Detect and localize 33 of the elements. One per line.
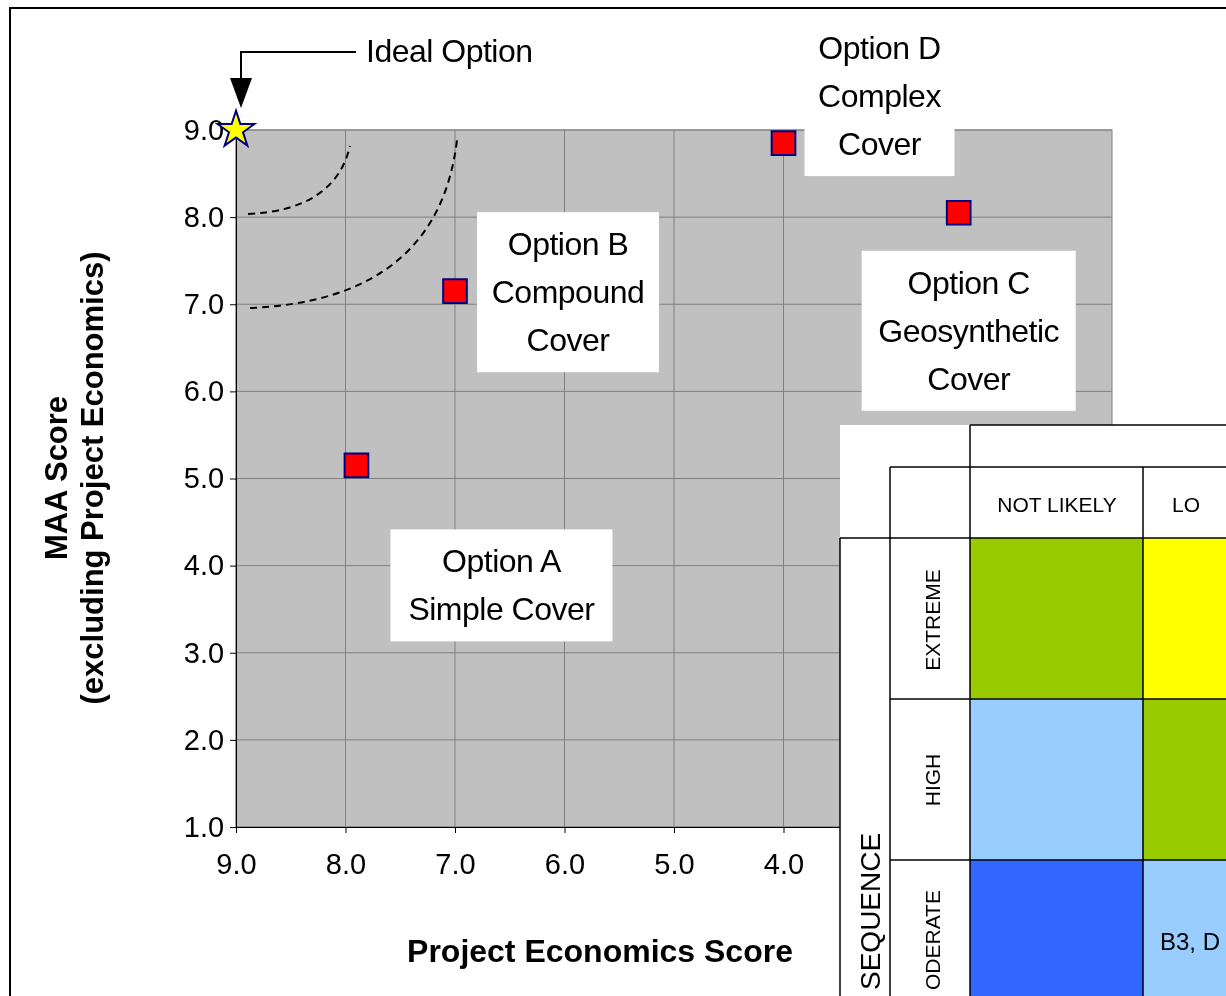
point bbox=[945, 199, 972, 226]
y-tick-label: 4.0 bbox=[183, 549, 225, 582]
annotation: EXTREME bbox=[921, 569, 944, 671]
y-tick-label: 6.0 bbox=[183, 375, 225, 408]
y-tick-label: 7.0 bbox=[183, 288, 225, 321]
text: B3, D bbox=[1160, 928, 1221, 955]
y-tick-label: 3.0 bbox=[183, 636, 225, 669]
x-tick-label: 8.0 bbox=[325, 847, 367, 880]
y-tick-label: 8.0 bbox=[183, 200, 225, 233]
x-tick-label: 4.0 bbox=[763, 847, 805, 880]
text: LO bbox=[1172, 493, 1201, 516]
annotation: Option A Simple Cover bbox=[408, 543, 596, 628]
text: ODERATE bbox=[921, 890, 944, 990]
annotation: NOT LIKELY bbox=[997, 493, 1117, 516]
annotation: Option C Geosynthetic Cover bbox=[878, 264, 1060, 397]
y-tick-label: 1.0 bbox=[183, 810, 225, 843]
annotation: Option D Complex Cover bbox=[818, 30, 942, 163]
text: SEQUENCE bbox=[855, 832, 886, 990]
x-axis-title: Project Economics Score bbox=[407, 933, 793, 969]
y-tick-label: 2.0 bbox=[183, 723, 225, 756]
y-tick-label: 9.0 bbox=[183, 113, 225, 146]
text: Ideal Option bbox=[366, 33, 533, 69]
x-tick-label: 9.0 bbox=[216, 847, 257, 880]
annotation: Option B Compound Cover bbox=[491, 226, 645, 359]
annotation: HIGH bbox=[921, 753, 944, 807]
x-tick-label: 5.0 bbox=[654, 847, 695, 880]
point bbox=[770, 130, 797, 156]
point bbox=[343, 452, 370, 479]
x-tick-label: 7.0 bbox=[435, 847, 476, 880]
x-tick-label: 6.0 bbox=[544, 847, 586, 880]
point bbox=[442, 278, 468, 305]
y-axis-title: MAA Score (excluding Project Economics) bbox=[39, 251, 110, 705]
y-tick-label: 5.0 bbox=[183, 462, 225, 495]
